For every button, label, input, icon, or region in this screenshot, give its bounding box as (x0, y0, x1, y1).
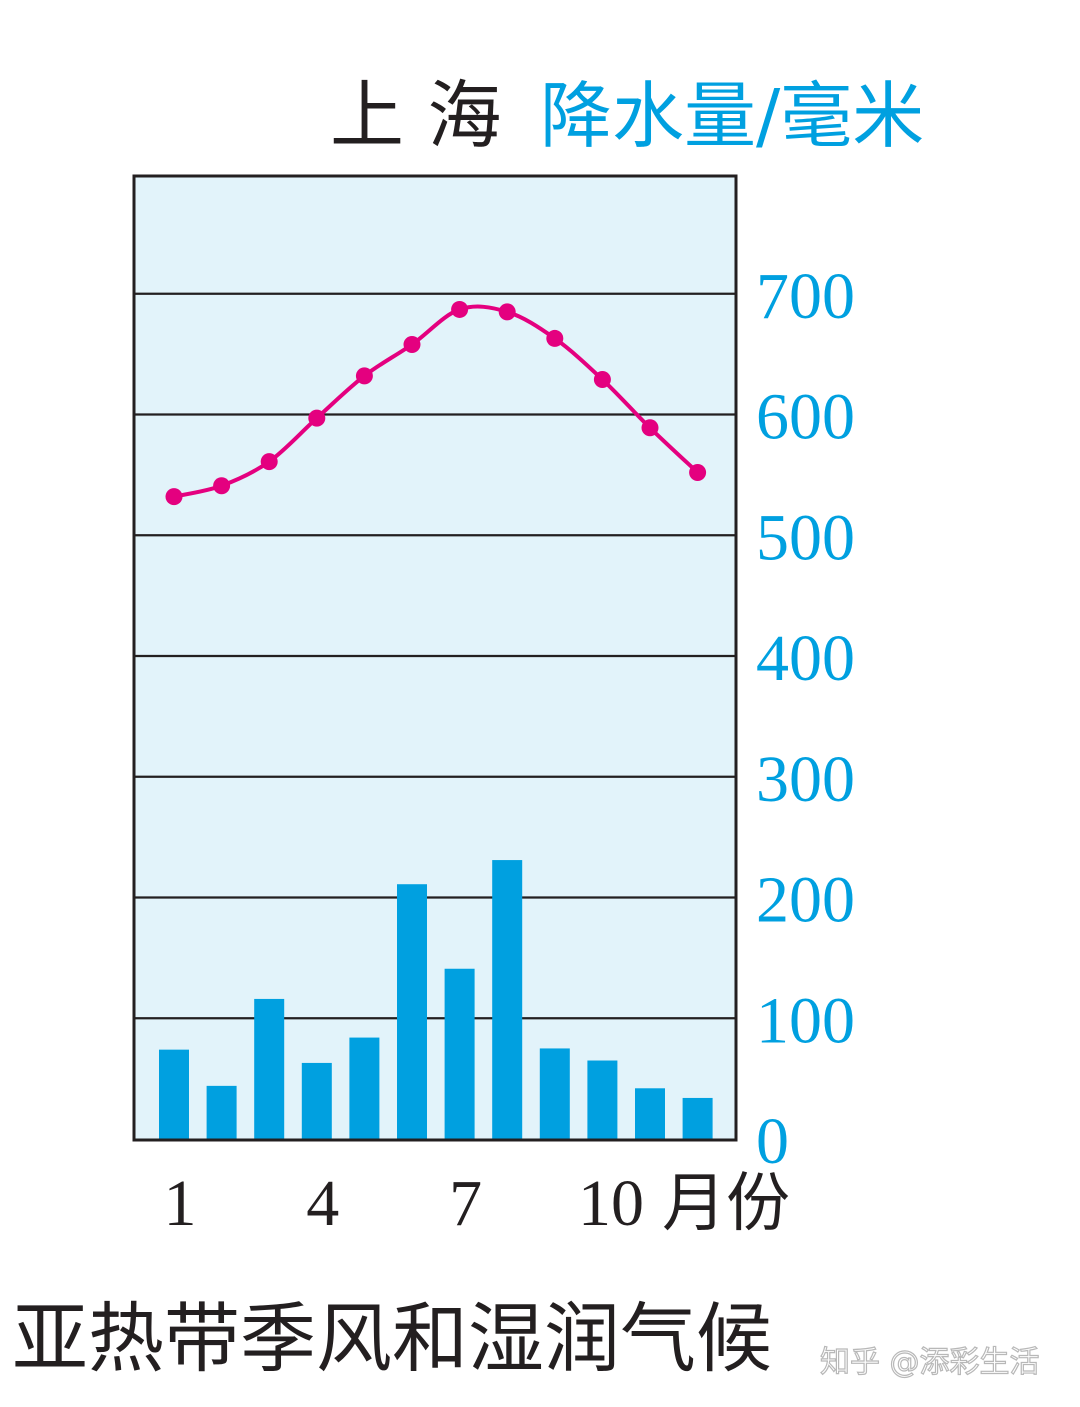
bar-month-1 (159, 1049, 189, 1139)
bar-month-12 (682, 1097, 713, 1139)
bar-month-8 (492, 860, 523, 1139)
y-tick-600: 600 (756, 381, 855, 454)
y-axis-tick-labels: 0 100 200 300 400 500 600 700 (756, 260, 855, 1178)
bar-month-11 (635, 1088, 665, 1139)
x-tick-7: 7 (449, 1167, 482, 1240)
temperature-point-month-9 (546, 329, 564, 347)
y-tick-300: 300 (756, 743, 855, 816)
bar-month-6 (397, 884, 427, 1139)
x-axis-unit-label: 月份 (662, 1167, 790, 1241)
bar-month-3 (254, 998, 285, 1139)
plot-frame (132, 174, 738, 1142)
temperature-line (165, 300, 707, 506)
watermark: 知乎 @添彩生活 (820, 1345, 1040, 1380)
x-tick-4: 4 (306, 1167, 339, 1240)
temperature-point-month-8 (498, 303, 516, 321)
temperature-point-month-2 (213, 477, 231, 495)
temperature-point-month-1 (165, 488, 183, 506)
temperature-point-month-4 (308, 409, 326, 427)
bar-month-2 (206, 1085, 237, 1139)
temperature-point-month-11 (641, 419, 659, 437)
temperature-point-month-7 (451, 300, 469, 318)
y-axis-unit-label: 降水量/毫米 (540, 74, 924, 158)
chart-title-city: 上 海 (330, 73, 502, 159)
bar-month-5 (349, 1037, 380, 1139)
grid-lines (134, 292, 736, 1020)
plot-background (134, 176, 736, 1140)
temperature-point-month-6 (403, 335, 421, 353)
y-tick-700: 700 (756, 260, 855, 333)
y-tick-100: 100 (756, 984, 855, 1057)
y-tick-400: 400 (756, 622, 855, 695)
y-tick-200: 200 (756, 864, 855, 937)
temperature-point-month-12 (689, 463, 707, 481)
x-axis-tick-labels: 1 4 7 10 (164, 1167, 645, 1240)
bar-month-10 (587, 1060, 618, 1139)
bar-month-4 (301, 1062, 332, 1139)
climate-type-caption: 亚热带季风和湿润气候 (12, 1294, 772, 1383)
y-tick-500: 500 (756, 501, 855, 574)
bar-month-7 (444, 968, 475, 1139)
x-tick-10: 10 (578, 1167, 644, 1240)
bar-month-9 (539, 1048, 570, 1139)
precipitation-bars (159, 860, 713, 1139)
x-tick-1: 1 (164, 1167, 197, 1240)
y-tick-0: 0 (756, 1105, 789, 1178)
temperature-point-month-5 (355, 367, 373, 385)
temperature-point-month-3 (260, 453, 278, 471)
temperature-point-month-10 (593, 370, 611, 388)
